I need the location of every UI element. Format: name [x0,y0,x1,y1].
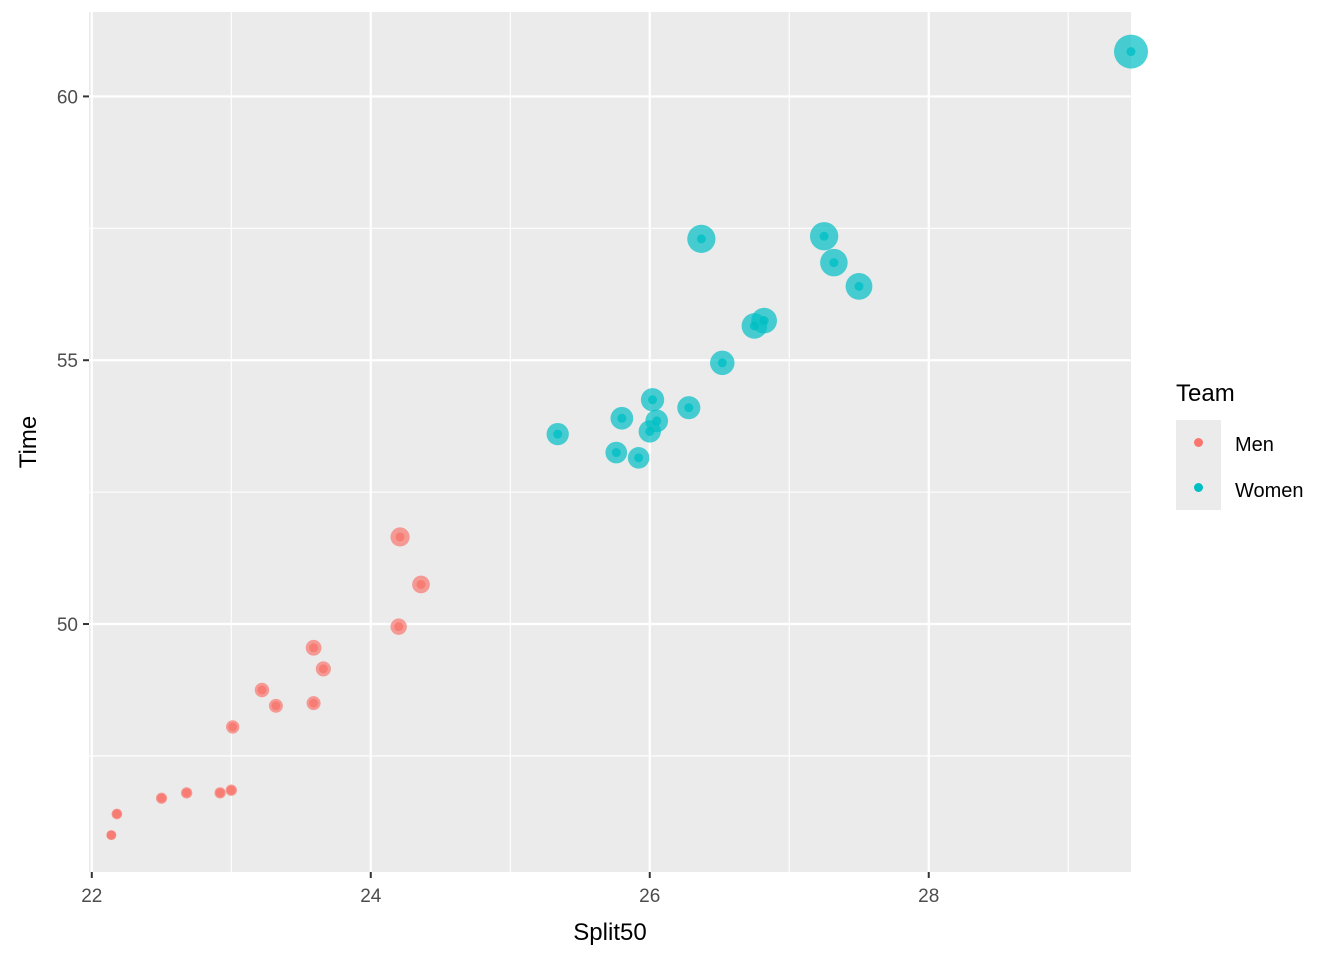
data-point-center-women [617,413,627,423]
data-point-center-men [257,685,267,695]
data-point-center-men [416,579,426,589]
data-point-center-men [215,788,225,798]
data-point-center-men [309,698,319,708]
legend-symbol-men [1194,438,1203,447]
minor-gridlines [89,12,1131,872]
data-point-center-men [226,785,236,795]
data-points [106,34,1148,841]
legend-label-men: Men [1235,434,1274,456]
data-point-center-women [648,395,658,405]
data-point-center-women [684,403,694,413]
data-point-center-men [318,664,328,674]
y-tick-label: 50 [57,615,78,636]
legend-symbol-women [1194,483,1203,492]
y-axis-title: Time [15,416,42,468]
data-point-center-men [271,701,281,711]
tick-labels: 22 24 26 28 50 55 60 [57,87,939,907]
data-point-center-men [112,809,122,819]
data-point-center-men [394,622,404,632]
data-point-center-women [611,448,621,458]
x-tick-label: 28 [918,886,939,907]
x-tick-label: 24 [360,886,382,907]
legend: Team Men Women [1176,380,1304,510]
data-point-center-women [759,316,769,326]
data-point-center-men [106,830,116,840]
data-point-center-men [157,793,167,803]
x-tick-label: 22 [81,886,102,907]
major-gridlines [89,12,1131,872]
data-point-center-women [717,358,727,368]
data-point-center-women [634,453,644,463]
data-point-center-women [553,429,563,439]
legend-label-women: Women [1235,480,1304,502]
panel-background [89,12,1131,872]
x-tick-label: 26 [639,886,660,907]
x-axis-title: Split50 [573,919,646,946]
data-point-center-women [652,416,662,426]
data-point-center-men [309,643,319,653]
data-point-center-men [182,788,192,798]
data-point-center-women [819,231,829,241]
data-point-center-men [395,532,405,542]
y-tick-label: 55 [57,351,78,372]
legend-title: Team [1176,380,1235,407]
data-point-center-women [1126,47,1136,57]
data-point-center-women [829,258,839,268]
data-point-center-men [228,722,238,732]
y-tick-label: 60 [57,87,78,108]
axis-ticks [83,95,930,878]
data-point-center-women [854,281,864,291]
data-point-center-women [696,234,706,244]
